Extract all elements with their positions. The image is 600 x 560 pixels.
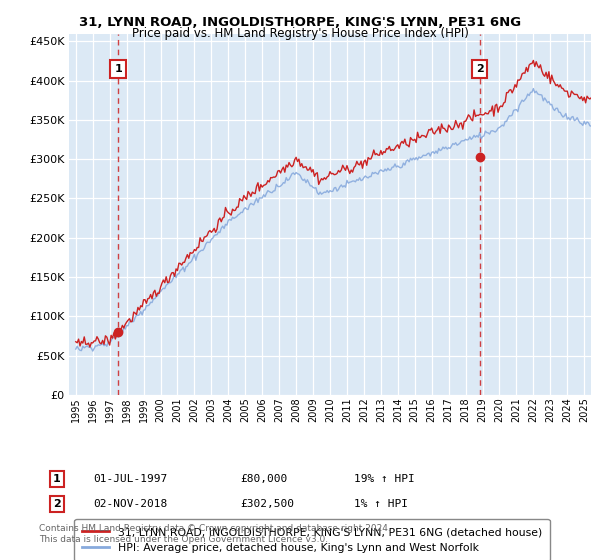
Text: 31, LYNN ROAD, INGOLDISTHORPE, KING'S LYNN, PE31 6NG: 31, LYNN ROAD, INGOLDISTHORPE, KING'S LY…: [79, 16, 521, 29]
Text: 19% ↑ HPI: 19% ↑ HPI: [354, 474, 415, 484]
Text: 1: 1: [53, 474, 61, 484]
Text: 2: 2: [53, 499, 61, 509]
Text: £80,000: £80,000: [240, 474, 287, 484]
Legend: 31, LYNN ROAD, INGOLDISTHORPE, KING'S LYNN, PE31 6NG (detached house), HPI: Aver: 31, LYNN ROAD, INGOLDISTHORPE, KING'S LY…: [74, 519, 550, 560]
Text: 1% ↑ HPI: 1% ↑ HPI: [354, 499, 408, 509]
Text: Contains HM Land Registry data © Crown copyright and database right 2024.
This d: Contains HM Land Registry data © Crown c…: [39, 524, 391, 544]
Text: 02-NOV-2018: 02-NOV-2018: [93, 499, 167, 509]
Text: 1: 1: [114, 64, 122, 74]
Text: 01-JUL-1997: 01-JUL-1997: [93, 474, 167, 484]
Text: Price paid vs. HM Land Registry's House Price Index (HPI): Price paid vs. HM Land Registry's House …: [131, 27, 469, 40]
Text: £302,500: £302,500: [240, 499, 294, 509]
Text: 2: 2: [476, 64, 484, 74]
